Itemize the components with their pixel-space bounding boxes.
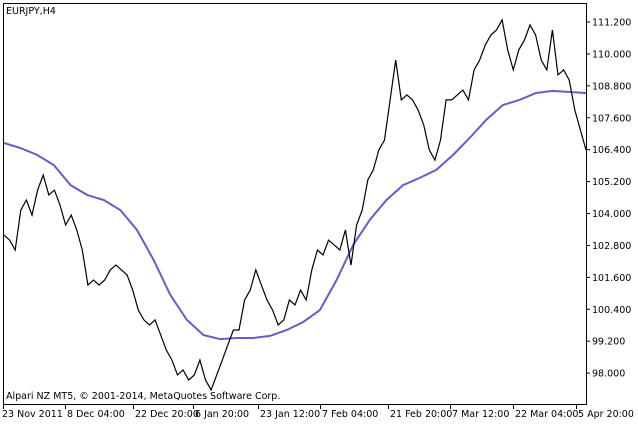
y-tick-label: 106.400 [592,145,631,156]
y-tick-label: 105.200 [592,177,631,188]
chart-title: EURJPY,H4 [6,6,56,17]
x-tick-label: 7 Mar 12:00 [452,409,509,420]
y-tick-label: 99.200 [592,337,625,348]
x-axis: 23 Nov 2011 8 Dec 04:00 22 Dec 20:006 Jan … [2,404,634,420]
plot-frame [3,3,587,405]
x-tick-label: 6 Jan 20:00 [195,409,249,420]
x-tick-label: 21 Feb 20:00 [390,409,452,420]
y-tick-label: 110.000 [592,49,631,60]
x-tick-label: 22 Dec 20:00 [135,409,199,420]
price-line [3,18,587,392]
x-tick-label: 8 Dec 04:00 [67,409,125,420]
y-axis: 111.200 110.000 108.800 107.600 106.400 105.2… [586,18,631,380]
y-tick-label: 111.200 [592,18,631,29]
x-tick-label: 7 Feb 04:00 [322,409,378,420]
copyright-footer: Alpari NZ MT5, © 2001-2014, MetaQuotes S… [6,391,280,402]
x-tick-label: 23 Nov 2011 [2,409,63,420]
x-tick-label: 5 Apr 20:00 [578,409,634,420]
y-tick-label: 101.600 [592,273,631,284]
y-tick-label: 104.000 [592,209,631,220]
moving-average-line [3,89,587,341]
y-tick-label: 100.400 [592,305,631,316]
x-tick-label: 23 Jan 12:00 [260,409,320,420]
x-tick-label: 22 Mar 04:00 [515,409,578,420]
y-tick-label: 102.800 [592,241,631,252]
y-tick-label: 108.800 [592,81,631,92]
y-tick-label: 107.600 [592,113,631,124]
y-tick-label: 98.000 [592,369,625,380]
